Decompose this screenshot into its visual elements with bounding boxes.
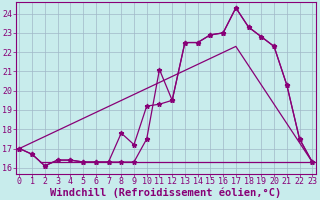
X-axis label: Windchill (Refroidissement éolien,°C): Windchill (Refroidissement éolien,°C)	[50, 187, 281, 198]
